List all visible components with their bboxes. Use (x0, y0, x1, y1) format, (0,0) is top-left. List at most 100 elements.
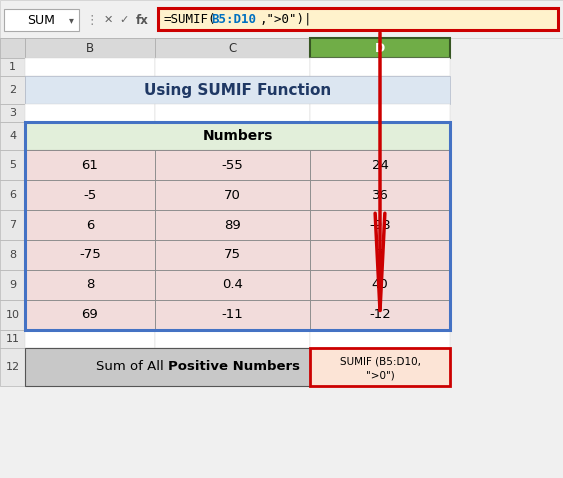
Bar (155, 240, 310, 270)
Bar (310, 270, 450, 300)
Bar (0, 38, 25, 58)
Bar (310, 180, 450, 210)
Text: SUMIF (B5:D10,: SUMIF (B5:D10, (339, 356, 421, 366)
Bar (310, 58, 450, 76)
Text: 89: 89 (224, 218, 241, 231)
Bar (0, 348, 25, 386)
Text: -98: -98 (369, 218, 391, 231)
Text: 6: 6 (9, 190, 16, 200)
Text: -12: -12 (369, 308, 391, 322)
Bar (25, 180, 155, 210)
Text: 0.4: 0.4 (222, 279, 243, 292)
Bar (0, 180, 25, 210)
Text: 8: 8 (9, 250, 16, 260)
Text: ✓: ✓ (119, 15, 129, 25)
Bar (310, 348, 450, 386)
Text: 61: 61 (82, 159, 99, 172)
Text: 70: 70 (224, 188, 241, 202)
Text: 40: 40 (372, 279, 388, 292)
Text: 1: 1 (9, 62, 16, 72)
Bar (310, 240, 450, 270)
Bar (0, 270, 25, 300)
Bar (0, 58, 25, 76)
Text: ▾: ▾ (69, 15, 73, 25)
Text: 36: 36 (372, 188, 388, 202)
Text: Positive Numbers: Positive Numbers (168, 360, 300, 373)
Bar (310, 330, 450, 348)
Text: C: C (229, 42, 236, 54)
Bar (25, 122, 450, 150)
Text: D: D (375, 42, 385, 54)
Bar (310, 104, 450, 122)
Bar (310, 38, 450, 58)
Bar (155, 300, 310, 330)
Text: ✕: ✕ (104, 15, 113, 25)
Text: 8: 8 (86, 279, 94, 292)
Text: 7: 7 (9, 220, 16, 230)
Bar (25, 348, 310, 386)
Text: 9: 9 (9, 280, 16, 290)
Bar (310, 210, 450, 240)
Bar (0, 330, 25, 348)
Text: 6: 6 (86, 218, 94, 231)
Bar (25, 76, 450, 104)
Text: B: B (86, 42, 94, 54)
Text: 10: 10 (6, 310, 20, 320)
Text: 11: 11 (6, 334, 20, 344)
Bar (4, 9, 79, 31)
Text: =SUMIF(: =SUMIF( (164, 12, 217, 25)
Text: -55: -55 (222, 159, 243, 172)
Bar (155, 150, 310, 180)
Bar (310, 300, 450, 330)
Bar (158, 8, 558, 30)
Bar (25, 122, 450, 330)
Bar (25, 270, 155, 300)
Bar (25, 38, 155, 58)
Text: 2: 2 (9, 85, 16, 95)
Bar (25, 330, 155, 348)
Bar (0, 76, 25, 104)
Bar (155, 270, 310, 300)
Text: 5: 5 (9, 160, 16, 170)
Bar (155, 58, 310, 76)
Bar (25, 240, 155, 270)
Text: SUM: SUM (28, 13, 55, 26)
Bar (25, 58, 155, 76)
Bar (155, 330, 310, 348)
Bar (25, 104, 155, 122)
Bar (155, 180, 310, 210)
Text: ,">0")|: ,">0")| (259, 12, 311, 25)
Bar (0, 122, 25, 150)
Text: Numbers: Numbers (202, 129, 272, 143)
Text: fx: fx (136, 13, 149, 26)
Bar (25, 150, 155, 180)
Text: 4: 4 (9, 131, 16, 141)
Text: 75: 75 (224, 249, 241, 261)
Bar (0, 104, 25, 122)
Bar (155, 104, 310, 122)
Text: 7: 7 (376, 249, 385, 261)
Bar (25, 300, 155, 330)
Bar (0, 210, 25, 240)
Text: -5: -5 (83, 188, 97, 202)
Text: Sum of All: Sum of All (96, 360, 168, 373)
Bar (0, 240, 25, 270)
Bar (310, 150, 450, 180)
Text: Using SUMIF Function: Using SUMIF Function (144, 83, 331, 98)
Bar (155, 210, 310, 240)
Text: -75: -75 (79, 249, 101, 261)
Text: ">0"): ">0") (365, 370, 394, 380)
Text: 12: 12 (6, 362, 20, 372)
Text: B5:D10: B5:D10 (211, 12, 256, 25)
Bar (25, 210, 155, 240)
Bar (0, 0, 563, 38)
Text: Sum of All Positive Numbers: Sum of All Positive Numbers (72, 360, 260, 373)
Bar (0, 300, 25, 330)
Text: 3: 3 (9, 108, 16, 118)
Text: 69: 69 (82, 308, 99, 322)
Text: -11: -11 (222, 308, 243, 322)
Bar (0, 150, 25, 180)
Bar (155, 38, 310, 58)
Text: ⋮: ⋮ (86, 13, 99, 26)
Text: 24: 24 (372, 159, 388, 172)
